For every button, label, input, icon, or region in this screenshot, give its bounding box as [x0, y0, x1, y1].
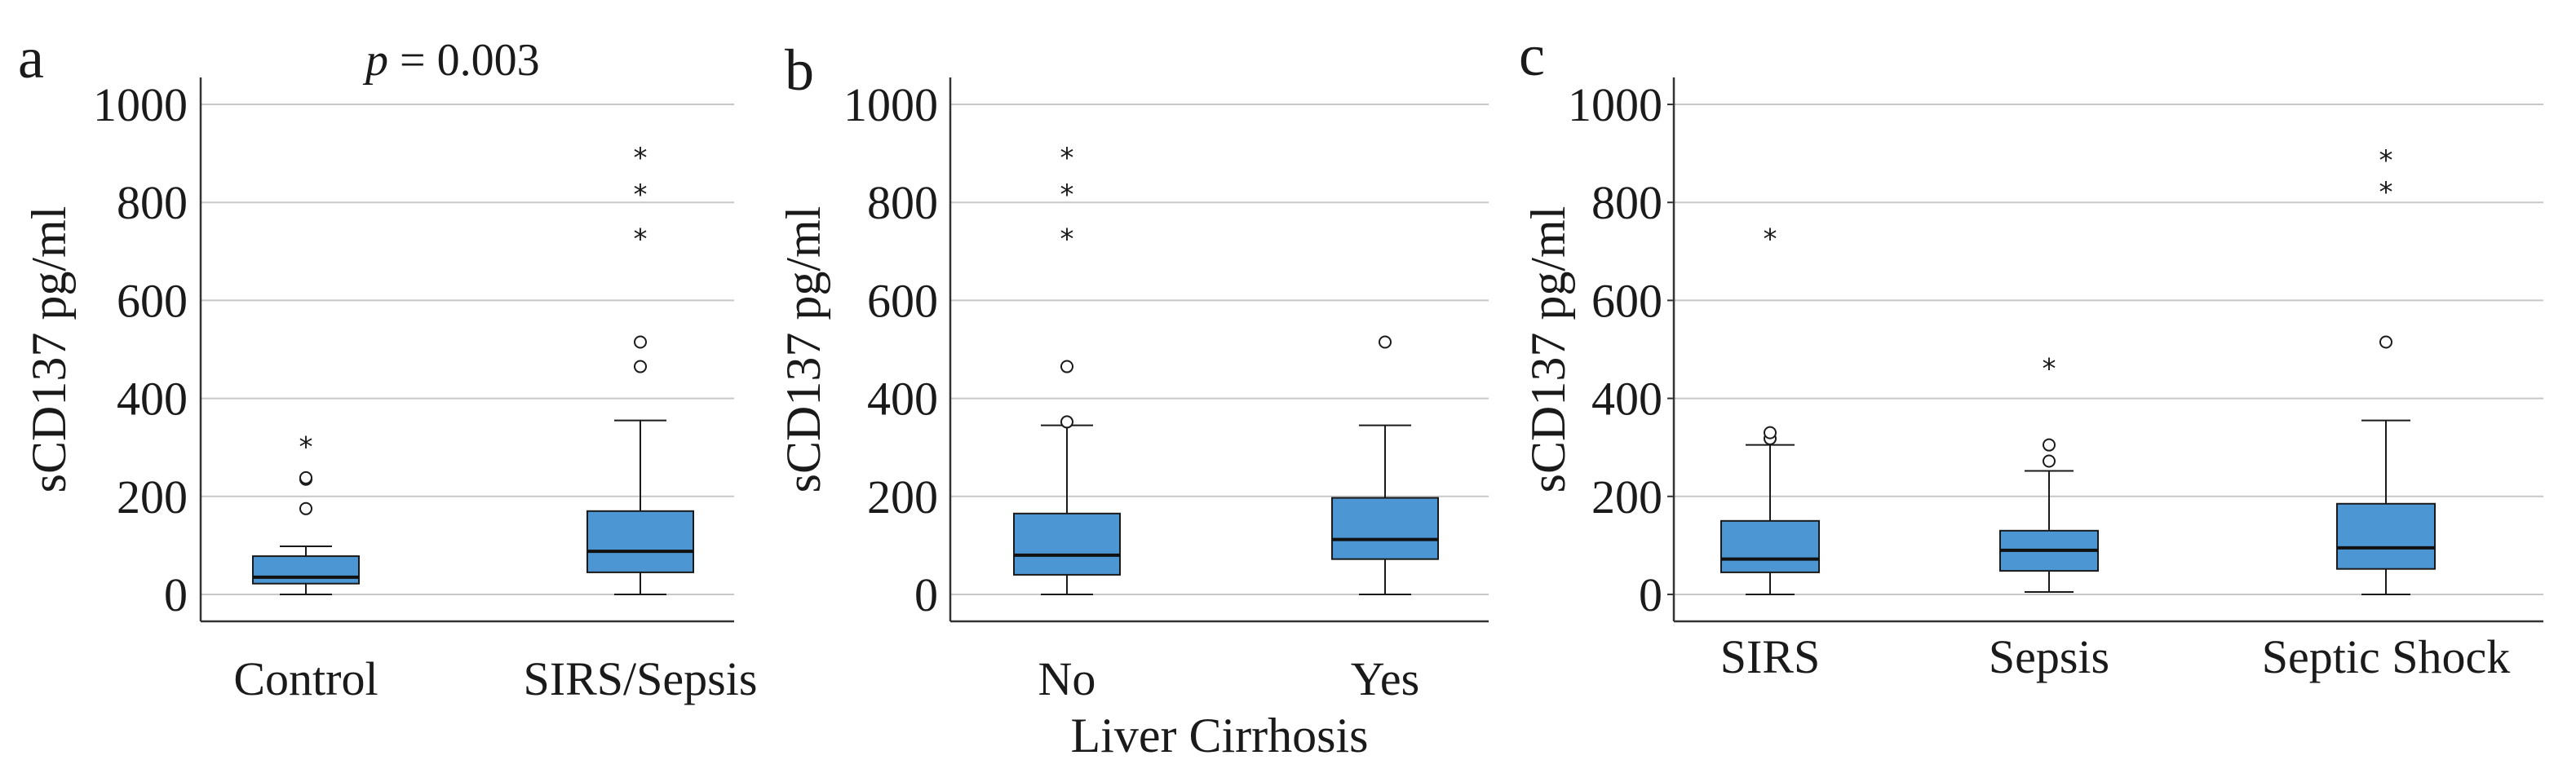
panel-letter: b — [785, 38, 814, 103]
y-tick-label: 1000 — [93, 78, 188, 131]
panel-letter: a — [18, 25, 44, 91]
iqr-box — [252, 555, 360, 585]
y-tick-label: 200 — [867, 470, 938, 523]
extreme-point: * — [1060, 223, 1074, 255]
y-tick-label: 600 — [117, 274, 188, 327]
y-tick-label: 800 — [867, 176, 938, 229]
p-value-text: = 0.003 — [388, 35, 540, 86]
box-group-yes — [1331, 335, 1439, 595]
outlier-point — [634, 335, 647, 349]
x-axis-title: Liver Cirrhosis — [1071, 709, 1369, 762]
y-tick-label: 400 — [117, 373, 188, 426]
outlier-point — [2379, 335, 2392, 349]
extreme-point: * — [1060, 142, 1074, 174]
y-tick-label: 0 — [1639, 568, 1662, 621]
outlier-point — [2043, 438, 2056, 452]
y-tick-label: 800 — [1591, 176, 1662, 229]
extreme-point: * — [2379, 144, 2393, 177]
outlier-point — [1764, 426, 1777, 440]
y-axis-title: sCD137 pg/ml — [777, 206, 830, 493]
outlier-point — [634, 360, 647, 373]
y-tick-label: 800 — [117, 176, 188, 229]
iqr-box — [2336, 502, 2436, 570]
outlier-point — [2043, 454, 2056, 468]
x-category-label: SIRS/Sepsis — [524, 652, 758, 705]
box-group-sepsis: * — [1999, 353, 2099, 593]
y-tick-label: 600 — [867, 274, 938, 327]
p-value-annotation: p = 0.003 — [362, 35, 540, 86]
x-category-label: SIRS — [1720, 630, 1821, 683]
x-category-label: Septic Shock — [2262, 630, 2510, 683]
y-tick-label: 0 — [164, 568, 188, 621]
x-category-label: No — [1038, 652, 1096, 705]
y-tick-label: 200 — [117, 470, 188, 523]
panel-c: 0 200 400 600 800 1000 sCD137 pg/ml c SIRS Sepsis… — [1519, 23, 2543, 683]
y-axis-title: sCD137 pg/ml — [1521, 206, 1575, 493]
p-symbol: p — [362, 35, 388, 86]
y-axis-title: sCD137 pg/ml — [22, 206, 76, 493]
y-tick-label: 200 — [1591, 470, 1662, 523]
y-tick-label: 400 — [867, 373, 938, 426]
iqr-box — [586, 510, 694, 573]
panel-letter: c — [1519, 23, 1545, 88]
y-tick-label: 0 — [914, 568, 938, 621]
extreme-point: * — [1764, 223, 1777, 255]
y-tick-label: 1000 — [1568, 78, 1662, 131]
outlier-point — [299, 470, 312, 484]
x-category-label: Sepsis — [1989, 630, 2109, 683]
iqr-box — [1720, 519, 1820, 573]
outlier-point — [1060, 415, 1073, 429]
x-category-label: Control — [233, 652, 378, 705]
iqr-box — [1331, 497, 1439, 560]
extreme-point: * — [634, 179, 648, 211]
panel-b: 0 200 400 600 800 1000 sCD137 pg/ml b No YesLiver… — [777, 38, 1489, 762]
extreme-point: * — [2379, 176, 2393, 209]
box-group-sirs: * — [1720, 223, 1820, 595]
extreme-point: * — [1060, 179, 1074, 211]
box-group-sirs-sepsis: * * * — [586, 142, 694, 595]
extreme-point: * — [634, 223, 648, 255]
y-tick-label: 400 — [1591, 373, 1662, 426]
outlier-point — [299, 501, 312, 515]
extreme-point: * — [2043, 353, 2056, 386]
y-tick-label: 600 — [1591, 274, 1662, 327]
box-group-septic-shock: ** — [2336, 144, 2436, 595]
box-group-no: * * * — [1013, 142, 1121, 595]
box-group-control: * — [252, 431, 360, 595]
extreme-point: * — [634, 142, 648, 174]
x-category-label: Yes — [1351, 652, 1419, 705]
iqr-box — [1013, 512, 1121, 576]
extreme-point: * — [299, 431, 313, 464]
outlier-point — [1060, 360, 1073, 373]
outlier-point — [1379, 335, 1392, 349]
panel-a: 0 200 400 600 800 1000 sCD137 pg/ml a p = 0.003 C… — [18, 25, 757, 705]
y-tick-label: 1000 — [843, 78, 938, 131]
